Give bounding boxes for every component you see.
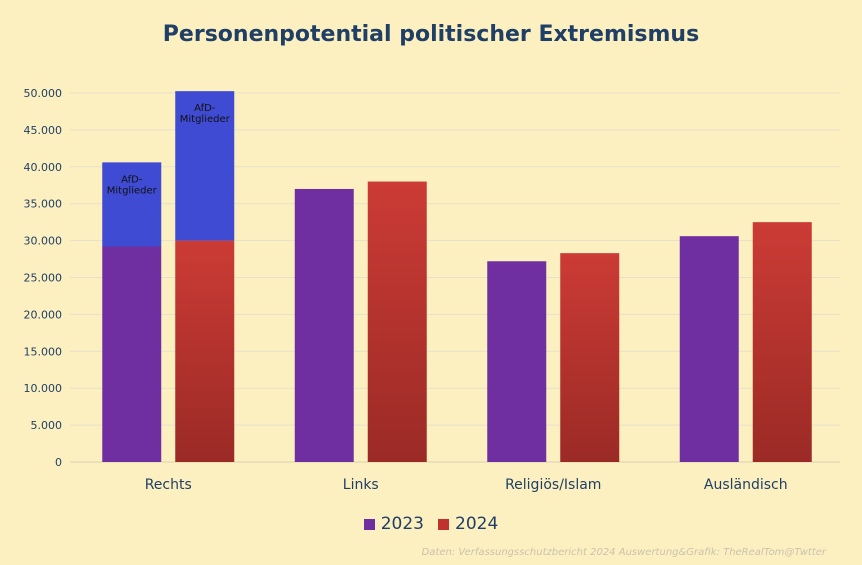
bar-2023-links	[294, 188, 354, 462]
x-category-label: Ausländisch	[704, 477, 788, 493]
bar-2023-rechts	[102, 246, 162, 462]
chart-title: Personenpotential politischer Extremismu…	[162, 22, 700, 47]
stack-label: AfD-	[194, 103, 216, 114]
legend-swatch-2024	[438, 518, 449, 530]
legend: 2023 2024	[0, 514, 862, 534]
y-tick-label: 50.000	[24, 87, 63, 100]
stack-bar-afd-2024	[175, 91, 235, 241]
bar-2024-religiös/islam	[560, 253, 620, 462]
y-tick-label: 5.000	[31, 419, 63, 432]
stack-label: AfD-	[121, 174, 143, 185]
legend-swatch-2023	[363, 518, 375, 530]
y-tick-label: 25.000	[24, 272, 63, 285]
y-tick-label: 20.000	[24, 308, 63, 321]
x-category-label: Links	[343, 477, 379, 493]
bar-2023-religiös/islam	[487, 261, 547, 462]
bar-2024-rechts	[175, 240, 235, 462]
stack-label: Mitglieder	[180, 114, 231, 125]
y-tick-label: 10.000	[24, 382, 63, 395]
y-tick-label: 0	[55, 456, 62, 469]
stack-label: Mitglieder	[107, 185, 158, 196]
bar-2024-ausländisch	[752, 222, 812, 462]
legend-item-2023: 2023	[363, 514, 424, 534]
stack-bar-afd-2023	[102, 162, 162, 247]
x-category-label: Religiös/Islam	[505, 477, 601, 493]
y-tick-label: 45.000	[24, 124, 63, 137]
bar-2023-ausländisch	[679, 236, 739, 462]
y-tick-label: 30.000	[24, 235, 63, 248]
source-note: Daten: Verfassungsschutzbericht 2024 Aus…	[421, 547, 826, 558]
y-tick-label: 35.000	[24, 198, 63, 211]
y-tick-label: 40.000	[24, 161, 63, 174]
legend-item-2024: 2024	[438, 514, 498, 534]
legend-label-2023: 2023	[380, 514, 424, 534]
y-tick-label: 15.000	[24, 345, 63, 358]
x-category-label: Rechts	[145, 477, 192, 493]
legend-label-2024: 2024	[455, 514, 499, 534]
bar-2024-links	[367, 181, 427, 462]
